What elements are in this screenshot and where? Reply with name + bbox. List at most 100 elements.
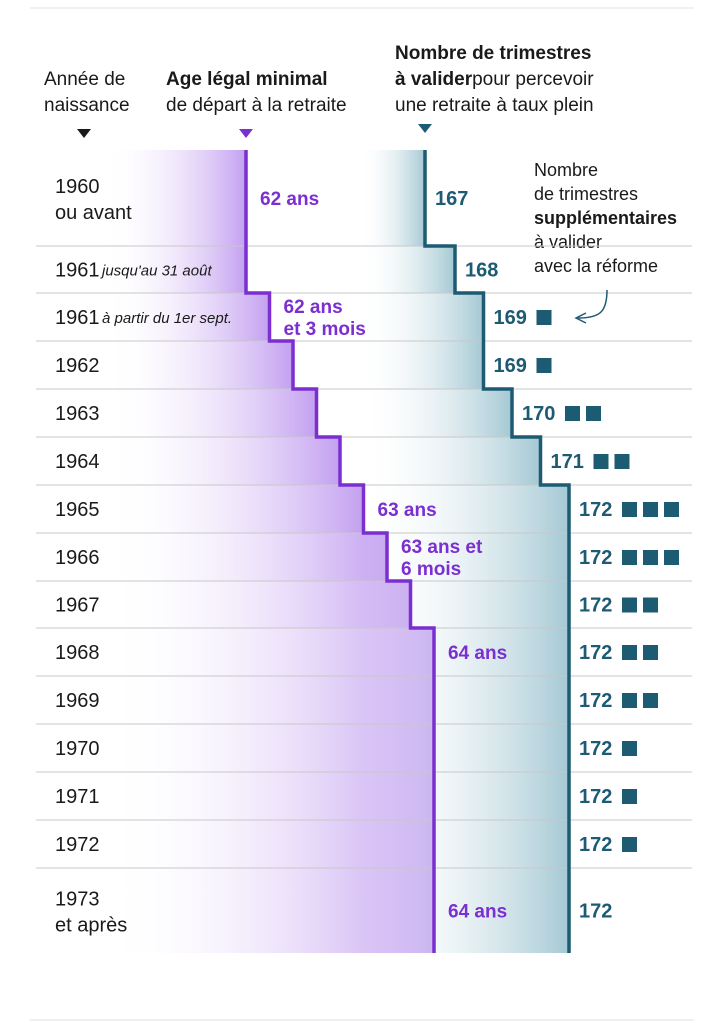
age-fill-3 bbox=[105, 341, 293, 389]
extra-quarters-header: Nombre de trimestres supplémentaires à v… bbox=[534, 158, 677, 278]
extra-quarter-square bbox=[664, 502, 679, 517]
quarters-label: 168 bbox=[465, 260, 498, 282]
age-fill-7 bbox=[105, 533, 387, 581]
extra-header-line2: de trimestres bbox=[534, 184, 639, 204]
age-header: Age légal minimal de départ à la retrait… bbox=[166, 67, 347, 119]
age-label: 6 mois bbox=[401, 559, 461, 580]
quarters-fill-7 bbox=[360, 533, 569, 581]
birth-year-label: 1961 bbox=[55, 260, 100, 282]
extra-quarter-square bbox=[614, 454, 630, 469]
birth-year-label: 1967 bbox=[55, 595, 100, 617]
quarters-header-line3: une retraite à taux plein bbox=[395, 95, 594, 116]
extra-quarter-square bbox=[664, 550, 679, 565]
quarters-fill-1 bbox=[360, 246, 455, 293]
birth-year-label: 1973 bbox=[55, 889, 100, 911]
birth-year-header: Année de naissance bbox=[44, 67, 130, 119]
birth-year-label: 1970 bbox=[55, 738, 100, 760]
birth-year-label: 1969 bbox=[55, 690, 100, 712]
quarter-labels: 167 168 169 169 170 171 172 172 172 172 172 172 172 1… bbox=[435, 188, 612, 923]
birth-year-label: 1965 bbox=[55, 499, 100, 521]
extra-quarter-square bbox=[622, 645, 637, 660]
birth-year-marker bbox=[77, 129, 91, 138]
extra-quarter-square bbox=[586, 406, 601, 421]
age-fill-4 bbox=[105, 389, 317, 437]
quarters-label: 172 bbox=[579, 595, 612, 617]
quarters-fill-10 bbox=[360, 676, 569, 724]
age-marker bbox=[239, 129, 253, 138]
age-header-title: Age légal minimal bbox=[166, 69, 328, 90]
age-label: 63 ans et bbox=[401, 537, 483, 558]
birth-year-label: 1972 bbox=[55, 834, 100, 856]
birth-year-label: 1966 bbox=[55, 547, 100, 569]
age-fill-5 bbox=[105, 437, 340, 485]
extra-header-line4: à valider bbox=[534, 232, 603, 252]
age-fill-1 bbox=[105, 246, 246, 293]
quarters-label: 172 bbox=[579, 642, 612, 664]
age-fill-8 bbox=[105, 581, 411, 628]
age-label: et 3 mois bbox=[284, 319, 366, 340]
quarters-fill-11 bbox=[360, 724, 569, 772]
quarters-fill-2 bbox=[360, 293, 484, 341]
birth-year-label-line2: et après bbox=[55, 915, 127, 937]
quarters-label: 169 bbox=[494, 307, 527, 329]
quarters-fill-9 bbox=[360, 628, 569, 676]
quarters-label: 172 bbox=[579, 901, 612, 923]
extra-quarter-square bbox=[536, 358, 552, 373]
quarters-label: 167 bbox=[435, 188, 468, 210]
step-lines bbox=[244, 150, 571, 953]
birth-year-label: 1961 bbox=[55, 307, 100, 329]
age-label: 64 ans bbox=[448, 902, 507, 923]
quarters-label: 170 bbox=[522, 403, 555, 425]
extra-quarter-square bbox=[643, 645, 658, 660]
quarters-label: 172 bbox=[579, 738, 612, 760]
birth-year-label: 1960 bbox=[55, 176, 100, 198]
quarters-label: 172 bbox=[579, 690, 612, 712]
extra-quarter-square bbox=[622, 789, 637, 804]
birth-year-note: jusqu'au 31 août bbox=[100, 263, 212, 280]
quarters-label: 171 bbox=[551, 451, 584, 473]
quarters-fill-5 bbox=[360, 437, 541, 485]
extra-header-line1: Nombre bbox=[534, 160, 599, 180]
extra-quarter-square bbox=[622, 550, 637, 565]
fills bbox=[105, 150, 569, 953]
quarters-fill-8 bbox=[360, 581, 569, 628]
extra-quarter-square bbox=[536, 310, 552, 325]
age-label: 62 ans bbox=[284, 297, 343, 318]
extra-quarter-square bbox=[622, 502, 637, 517]
birth-year-label-line2: ou avant bbox=[55, 202, 132, 224]
quarters-fill-14 bbox=[360, 868, 569, 953]
birth-year-header-line2: naissance bbox=[44, 95, 130, 116]
age-header-subtitle: de départ à la retraite bbox=[166, 95, 347, 116]
quarters-fill-13 bbox=[360, 820, 569, 868]
age-fill-2 bbox=[105, 293, 270, 341]
age-label: 63 ans bbox=[378, 500, 437, 521]
age-label: 64 ans bbox=[448, 643, 507, 664]
quarters-label: 172 bbox=[579, 834, 612, 856]
extra-quarter-square bbox=[643, 597, 658, 613]
birth-year-label: 1962 bbox=[55, 355, 100, 377]
birth-year-label: 1963 bbox=[55, 403, 100, 425]
quarters-header: Nombre de trimestres à validerpour perce… bbox=[395, 41, 594, 119]
quarters-header-rest: pour percevoir bbox=[472, 69, 594, 90]
quarters-fill-6 bbox=[360, 485, 569, 533]
quarters-header-title: Nombre de trimestres bbox=[395, 43, 592, 64]
extra-quarter-square bbox=[622, 693, 637, 708]
quarters-step-line bbox=[423, 150, 571, 953]
quarters-label: 172 bbox=[579, 786, 612, 808]
quarters-header-bold: à valider bbox=[395, 69, 473, 90]
birth-year-label: 1964 bbox=[55, 451, 100, 473]
quarters-fill-12 bbox=[360, 772, 569, 820]
quarters-marker bbox=[418, 124, 432, 133]
extra-arrow-head bbox=[574, 312, 587, 324]
birth-year-note: à partir du 1er sept. bbox=[102, 310, 232, 327]
extra-arrow-curve bbox=[577, 289, 608, 319]
birth-year-label: 1968 bbox=[55, 642, 100, 664]
extra-quarter-square bbox=[593, 454, 609, 469]
birth-year-label: 1971 bbox=[55, 786, 100, 808]
extra-quarter-square bbox=[643, 693, 658, 708]
quarters-label: 172 bbox=[579, 547, 612, 569]
extra-quarter-squares bbox=[536, 310, 679, 852]
age-fill-6 bbox=[105, 485, 364, 533]
